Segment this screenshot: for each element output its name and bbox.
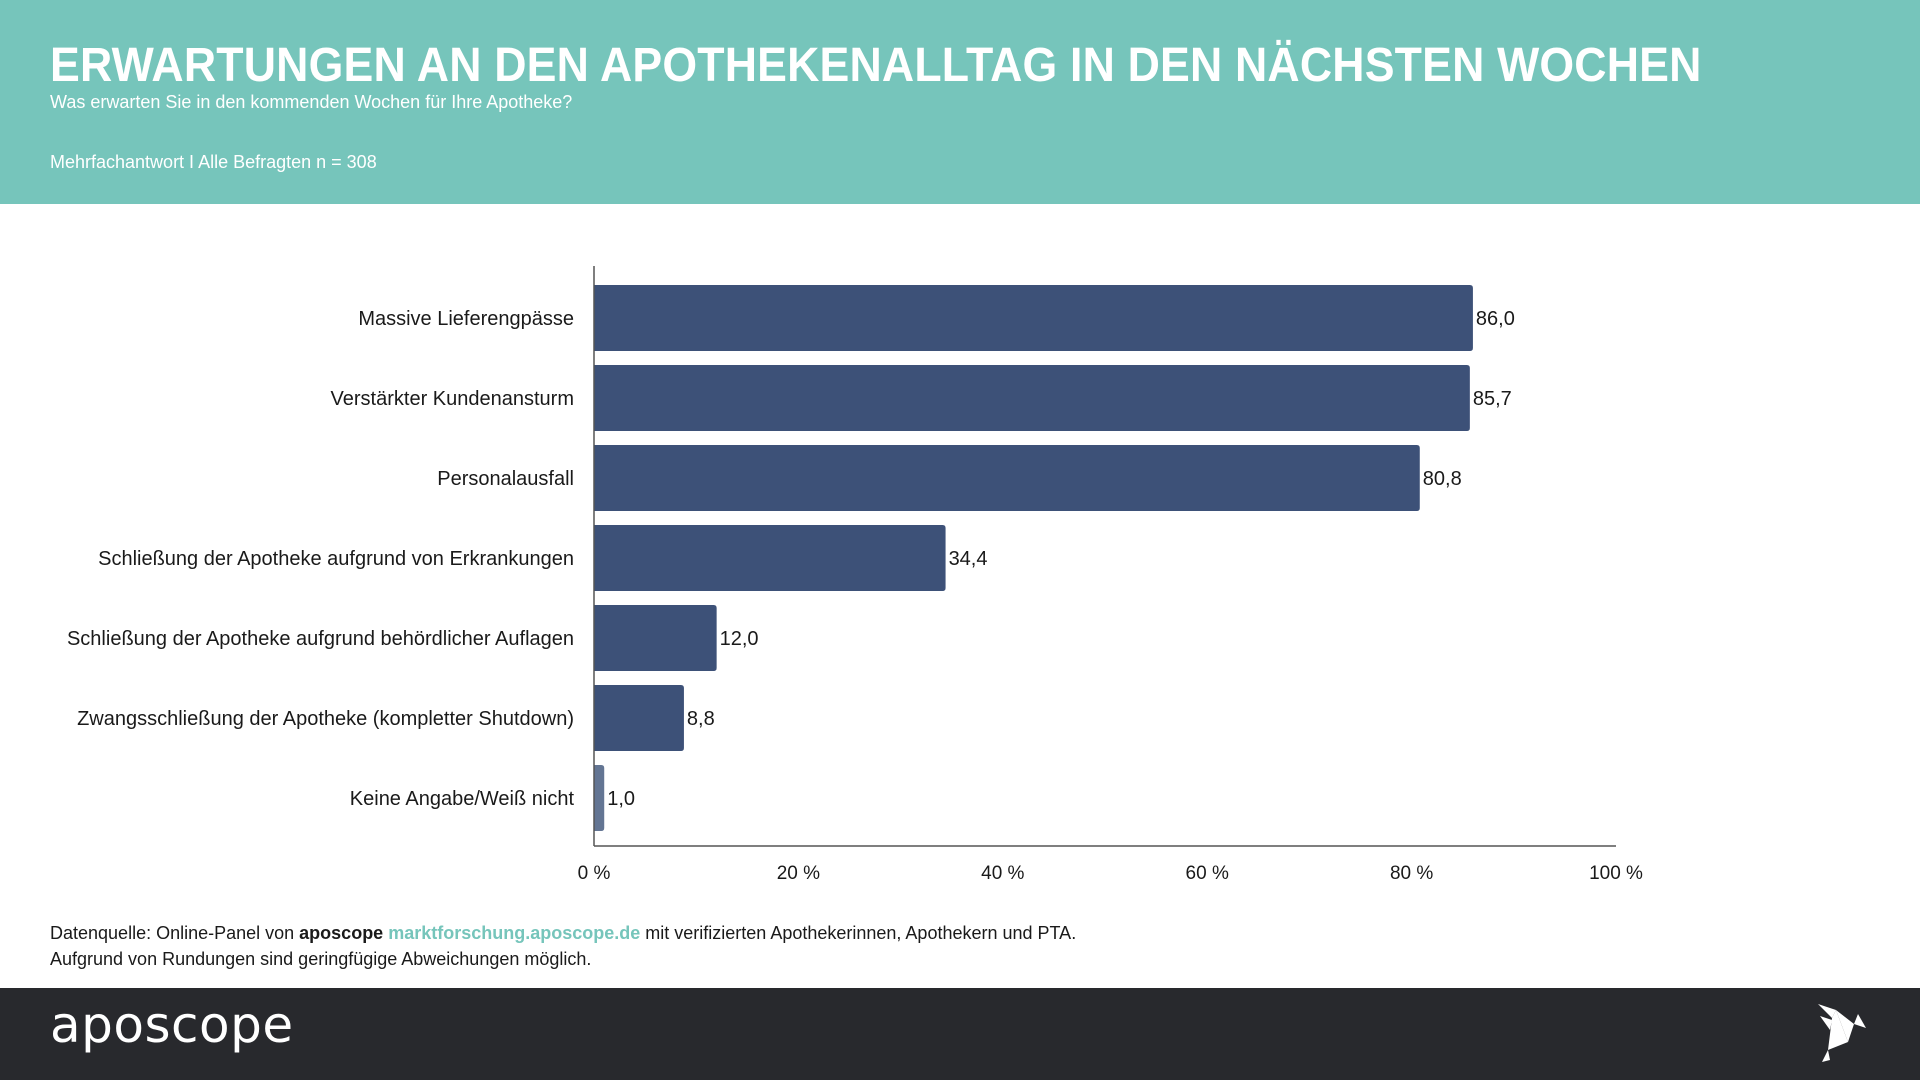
x-tick-label: 60 % (1186, 863, 1229, 884)
aposcope-logo: aposcope (50, 996, 294, 1054)
value-label: 86,0 (1476, 308, 1515, 330)
source-link[interactable]: marktforschung.aposcope.de (388, 923, 641, 943)
sample-info: Mehrfachantwort I Alle Befragten n = 308 (50, 152, 377, 172)
value-label: 1,0 (607, 788, 635, 810)
question-subtitle: Was erwarten Sie in den kommenden Wochen… (50, 92, 573, 112)
origami-bird-icon (1818, 1004, 1866, 1062)
bar (594, 525, 946, 591)
value-label: 8,8 (687, 708, 715, 730)
page-title: ERWARTUNGEN AN DEN APOTHEKENALLTAG IN DE… (50, 39, 1702, 92)
x-tick-labels: 0 % 20 % 40 % 60 % 80 % 100 % (578, 863, 1643, 884)
x-tick-label: 100 % (1589, 863, 1643, 884)
source-prefix: Datenquelle: Online-Panel von (50, 923, 300, 943)
bar-chart: Massive Lieferengpässe 86,0 Verstärkter Ku… (67, 266, 1643, 884)
source-suffix: mit verifizierten Apothekerinnen, Apothe… (640, 923, 1077, 943)
bar (594, 445, 1420, 511)
category-label: Personalausfall (437, 468, 574, 490)
category-label: Schließung der Apotheke aufgrund behördl… (67, 628, 574, 650)
x-tick-label: 0 % (578, 863, 611, 884)
bar (594, 365, 1470, 431)
x-tick-label: 80 % (1390, 863, 1433, 884)
source-brand: aposcope (299, 923, 384, 943)
header: ERWARTUNGEN AN DEN APOTHEKENALLTAG IN DE… (0, 0, 1920, 204)
footer: aposcope (0, 988, 1920, 1080)
category-label: Verstärkter Kundenansturm (331, 388, 574, 410)
category-label: Zwangsschließung der Apotheke (komplette… (77, 708, 574, 730)
value-label: 34,4 (949, 548, 988, 570)
value-label: 12,0 (720, 628, 759, 650)
value-label: 85,7 (1473, 388, 1512, 410)
x-tick-label: 20 % (777, 863, 820, 884)
bar (594, 765, 605, 831)
footnote: Datenquelle: Online-Panel von aposcope m… (50, 920, 1076, 972)
bars-layer: Massive Lieferengpässe 86,0 Verstärkter Ku… (67, 285, 1515, 831)
bar (594, 605, 717, 671)
x-tick-label: 40 % (981, 863, 1024, 884)
category-label: Massive Lieferengpässe (358, 308, 574, 330)
category-label: Keine Angabe/Weiß nicht (350, 788, 575, 810)
bar (594, 685, 684, 751)
data-source-line: Datenquelle: Online-Panel von aposcope m… (50, 920, 1076, 946)
bar (594, 285, 1473, 351)
value-label: 80,8 (1423, 468, 1462, 490)
category-label: Schließung der Apotheke aufgrund von Erk… (98, 548, 574, 570)
rounding-note: Aufgrund von Rundungen sind geringfügige… (50, 949, 592, 969)
